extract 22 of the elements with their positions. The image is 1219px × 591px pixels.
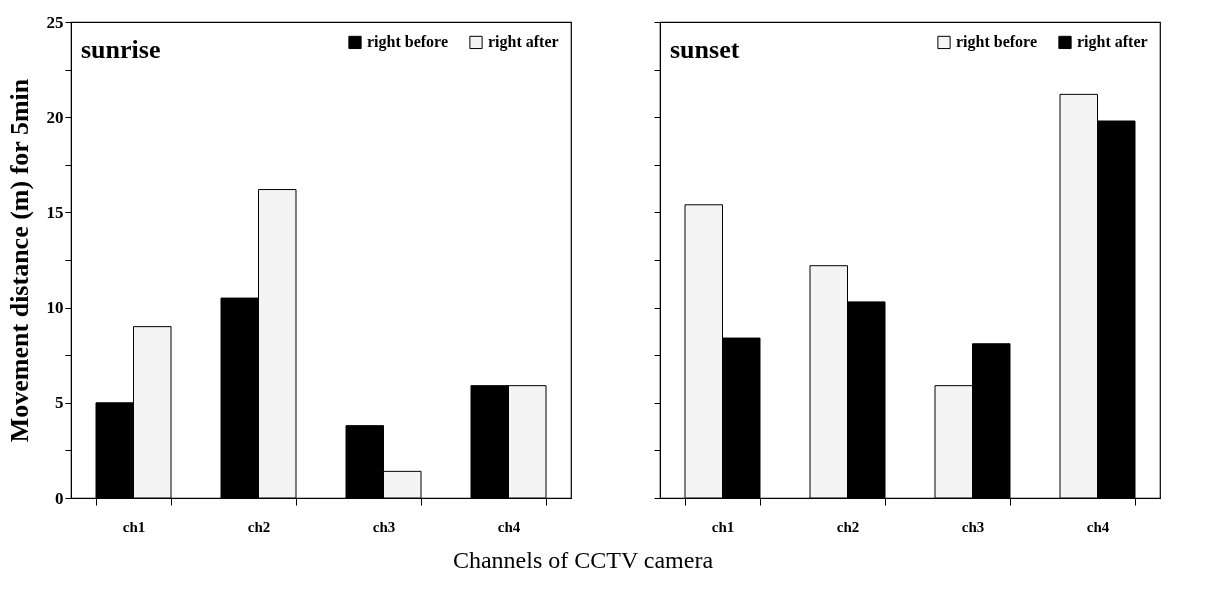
- x-tick-label: ch4: [497, 518, 521, 535]
- y-tick-label: 15: [46, 202, 64, 222]
- x-tick-label: ch1: [122, 518, 146, 535]
- y-axis-title: Movement distance (m) for 5min: [4, 78, 34, 443]
- x-tick-label: ch2: [247, 518, 271, 535]
- y-tick-label: 20: [46, 107, 64, 127]
- text: sunset: [670, 35, 740, 64]
- x-tick-label: ch4: [1086, 518, 1110, 535]
- y-tick-label: 10: [46, 298, 64, 318]
- x-tick-label: ch2: [836, 518, 860, 535]
- legend-label: right after: [488, 33, 559, 52]
- text: sunrise: [81, 35, 161, 64]
- y-tick-label: 0: [55, 488, 64, 508]
- x-tick-label: ch1: [711, 518, 735, 535]
- x-tick-label: ch3: [372, 518, 396, 535]
- x-tick-label: ch3: [961, 518, 985, 535]
- y-tick-label: 25: [46, 12, 64, 32]
- legend-label: right before: [367, 33, 449, 52]
- legend-label: right after: [1077, 33, 1148, 52]
- y-tick-label: 5: [55, 393, 64, 413]
- legend-label: right before: [956, 33, 1038, 52]
- x-axis-title: Channels of CCTV camera: [452, 546, 714, 573]
